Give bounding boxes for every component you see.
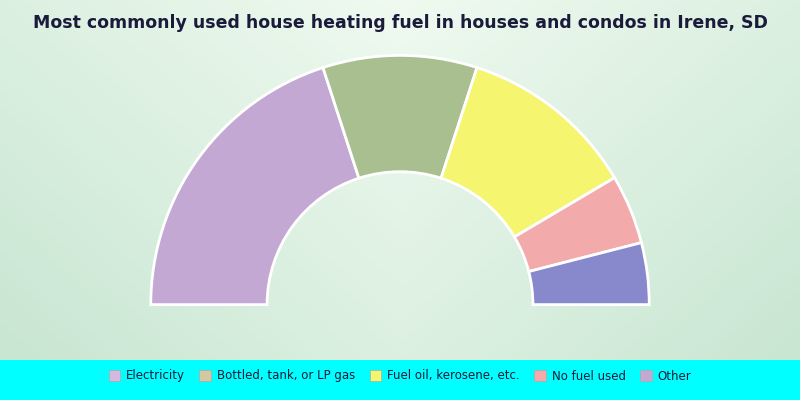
Wedge shape xyxy=(514,178,642,272)
Wedge shape xyxy=(529,243,650,305)
Text: Most commonly used house heating fuel in houses and condos in Irene, SD: Most commonly used house heating fuel in… xyxy=(33,14,767,32)
Legend: Electricity, Bottled, tank, or LP gas, Fuel oil, kerosene, etc., No fuel used, O: Electricity, Bottled, tank, or LP gas, F… xyxy=(109,370,691,382)
Wedge shape xyxy=(441,68,614,237)
Wedge shape xyxy=(323,55,477,178)
Wedge shape xyxy=(150,68,359,305)
